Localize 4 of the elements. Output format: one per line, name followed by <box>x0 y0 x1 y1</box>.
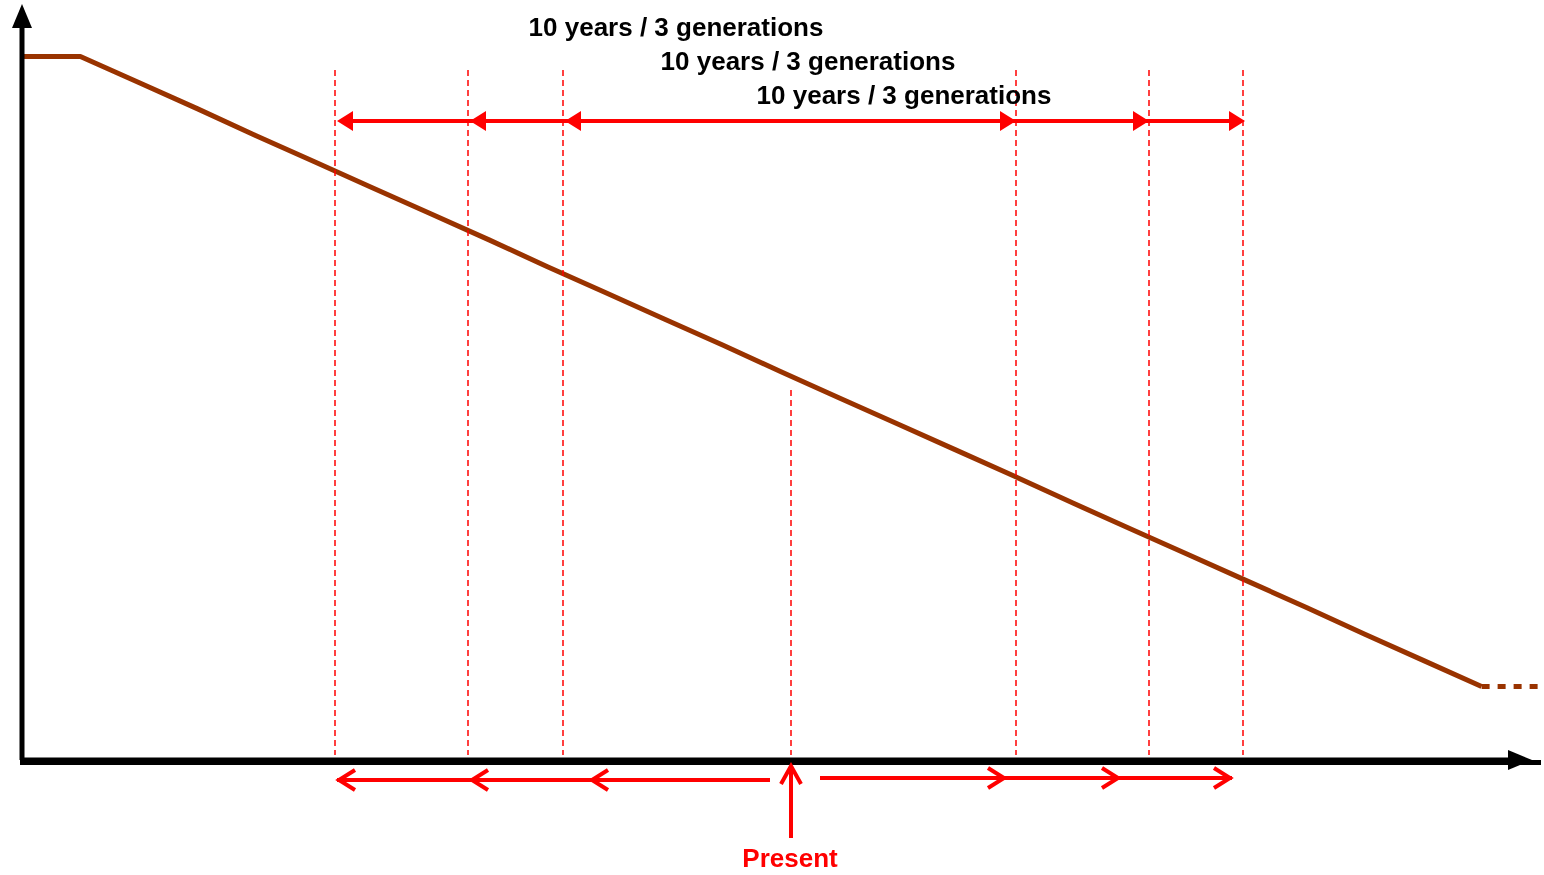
annotation: 10 years / 3 generations <box>660 46 956 77</box>
annotation: 10 years / 3 generations <box>756 80 1052 111</box>
text: 10 years / 3 generations <box>528 12 824 43</box>
text: Present <box>742 843 838 874</box>
